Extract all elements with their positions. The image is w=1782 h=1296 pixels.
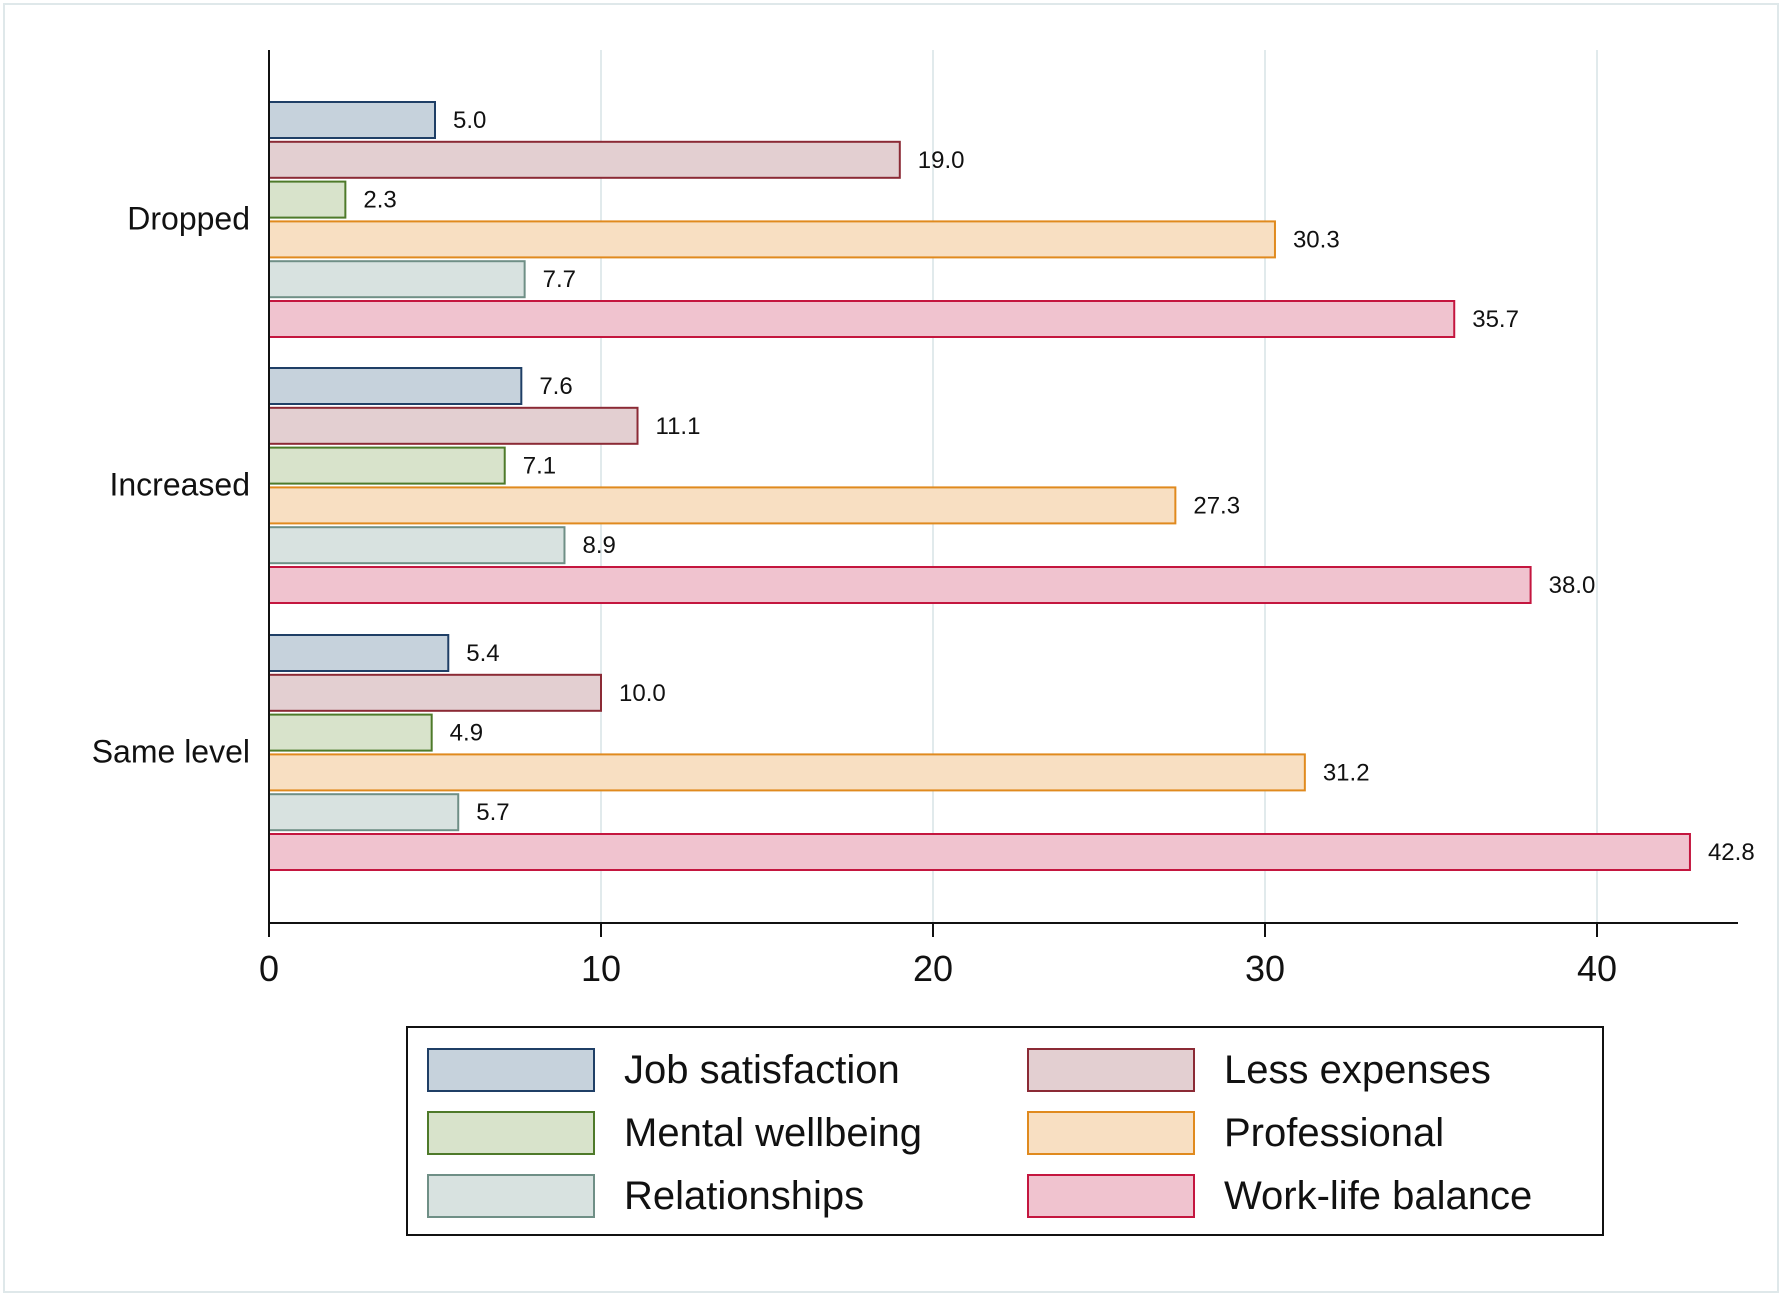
x-tick-label: 0 [259,948,279,989]
chart-frame: 5.0 19.0 2.3 30.3 7.7 35.7 7.6 11.1 7.1 27.3 8.9 38… [3,3,1779,1293]
data-label-1-0: 7.6 [539,373,572,400]
bar-2-5 [268,833,1691,871]
data-labels: 5.0 19.0 2.3 30.3 7.7 35.7 7.6 11.1 7.1 27.3 8.9 38… [363,107,1754,866]
legend-swatch-5 [1027,1174,1195,1218]
data-label-0-2: 2.3 [363,187,396,214]
data-label-2-2: 4.9 [450,720,483,747]
data-label-2-4: 5.7 [476,799,509,826]
bar-2-4 [268,793,460,832]
bar-2-2 [268,713,433,752]
y-category-label: Increased [109,466,250,502]
bar-1-4 [268,526,566,565]
bar-2-3 [268,753,1306,792]
data-label-1-1: 11.1 [656,413,701,440]
x-tick-label: 30 [1245,948,1285,989]
legend-swatch-1 [1027,1048,1195,1092]
legend: Job satisfaction Less expenses Mental well… [406,1026,1604,1236]
x-tick-label: 10 [581,948,621,989]
bar-chart: 5.0 19.0 2.3 30.3 7.7 35.7 7.6 11.1 7.1 27.3 8.9 38… [92,50,1755,1236]
data-label-0-4: 7.7 [543,266,576,293]
legend-swatch-2 [427,1111,595,1155]
legend-swatch-3 [1027,1111,1195,1155]
bar-1-5 [268,566,1532,604]
y-category-label: Dropped [127,200,250,236]
bar-0-3 [268,220,1276,259]
legend-swatch-0 [427,1048,595,1092]
data-label-0-5: 35.7 [1472,306,1519,333]
legend-box [406,1026,1604,1236]
data-label-2-0: 5.4 [466,640,499,667]
x-tick-label: 40 [1577,948,1617,989]
bar-0-2 [268,180,347,219]
bar-1-0 [268,367,523,405]
bar-0-0 [268,101,436,139]
legend-label: Work-life balance [1224,1174,1532,1218]
legend-label: Job satisfaction [624,1048,900,1092]
legend-label: Professional [1224,1111,1444,1155]
bar-0-1 [268,140,901,179]
legend-swatch-4 [427,1174,595,1218]
data-label-2-5: 42.8 [1708,839,1755,866]
data-label-1-5: 38.0 [1549,572,1596,599]
axes: Dropped Increased Same level 0 10 20 30 40 [92,50,1738,989]
legend-label: Mental wellbeing [624,1111,922,1155]
data-label-0-3: 30.3 [1293,226,1340,253]
bar-2-0 [268,634,450,672]
bar-0-5 [268,300,1456,338]
data-label-2-1: 10.0 [619,680,666,707]
data-label-1-2: 7.1 [523,453,556,480]
bar-0-4 [268,260,526,299]
data-label-0-1: 19.0 [918,147,965,174]
bars [268,101,1691,871]
data-label-2-3: 31.2 [1323,759,1370,786]
data-label-1-3: 27.3 [1193,492,1240,519]
x-tick-label: 20 [913,948,953,989]
data-label-0-0: 5.0 [453,107,486,134]
y-category-label: Same level [92,733,250,769]
legend-label: Relationships [624,1174,864,1218]
bar-1-1 [268,406,639,445]
data-label-1-4: 8.9 [582,532,615,559]
bar-2-1 [268,673,602,712]
bar-1-2 [268,446,506,485]
bar-1-3 [268,486,1177,525]
legend-label: Less expenses [1224,1048,1491,1092]
